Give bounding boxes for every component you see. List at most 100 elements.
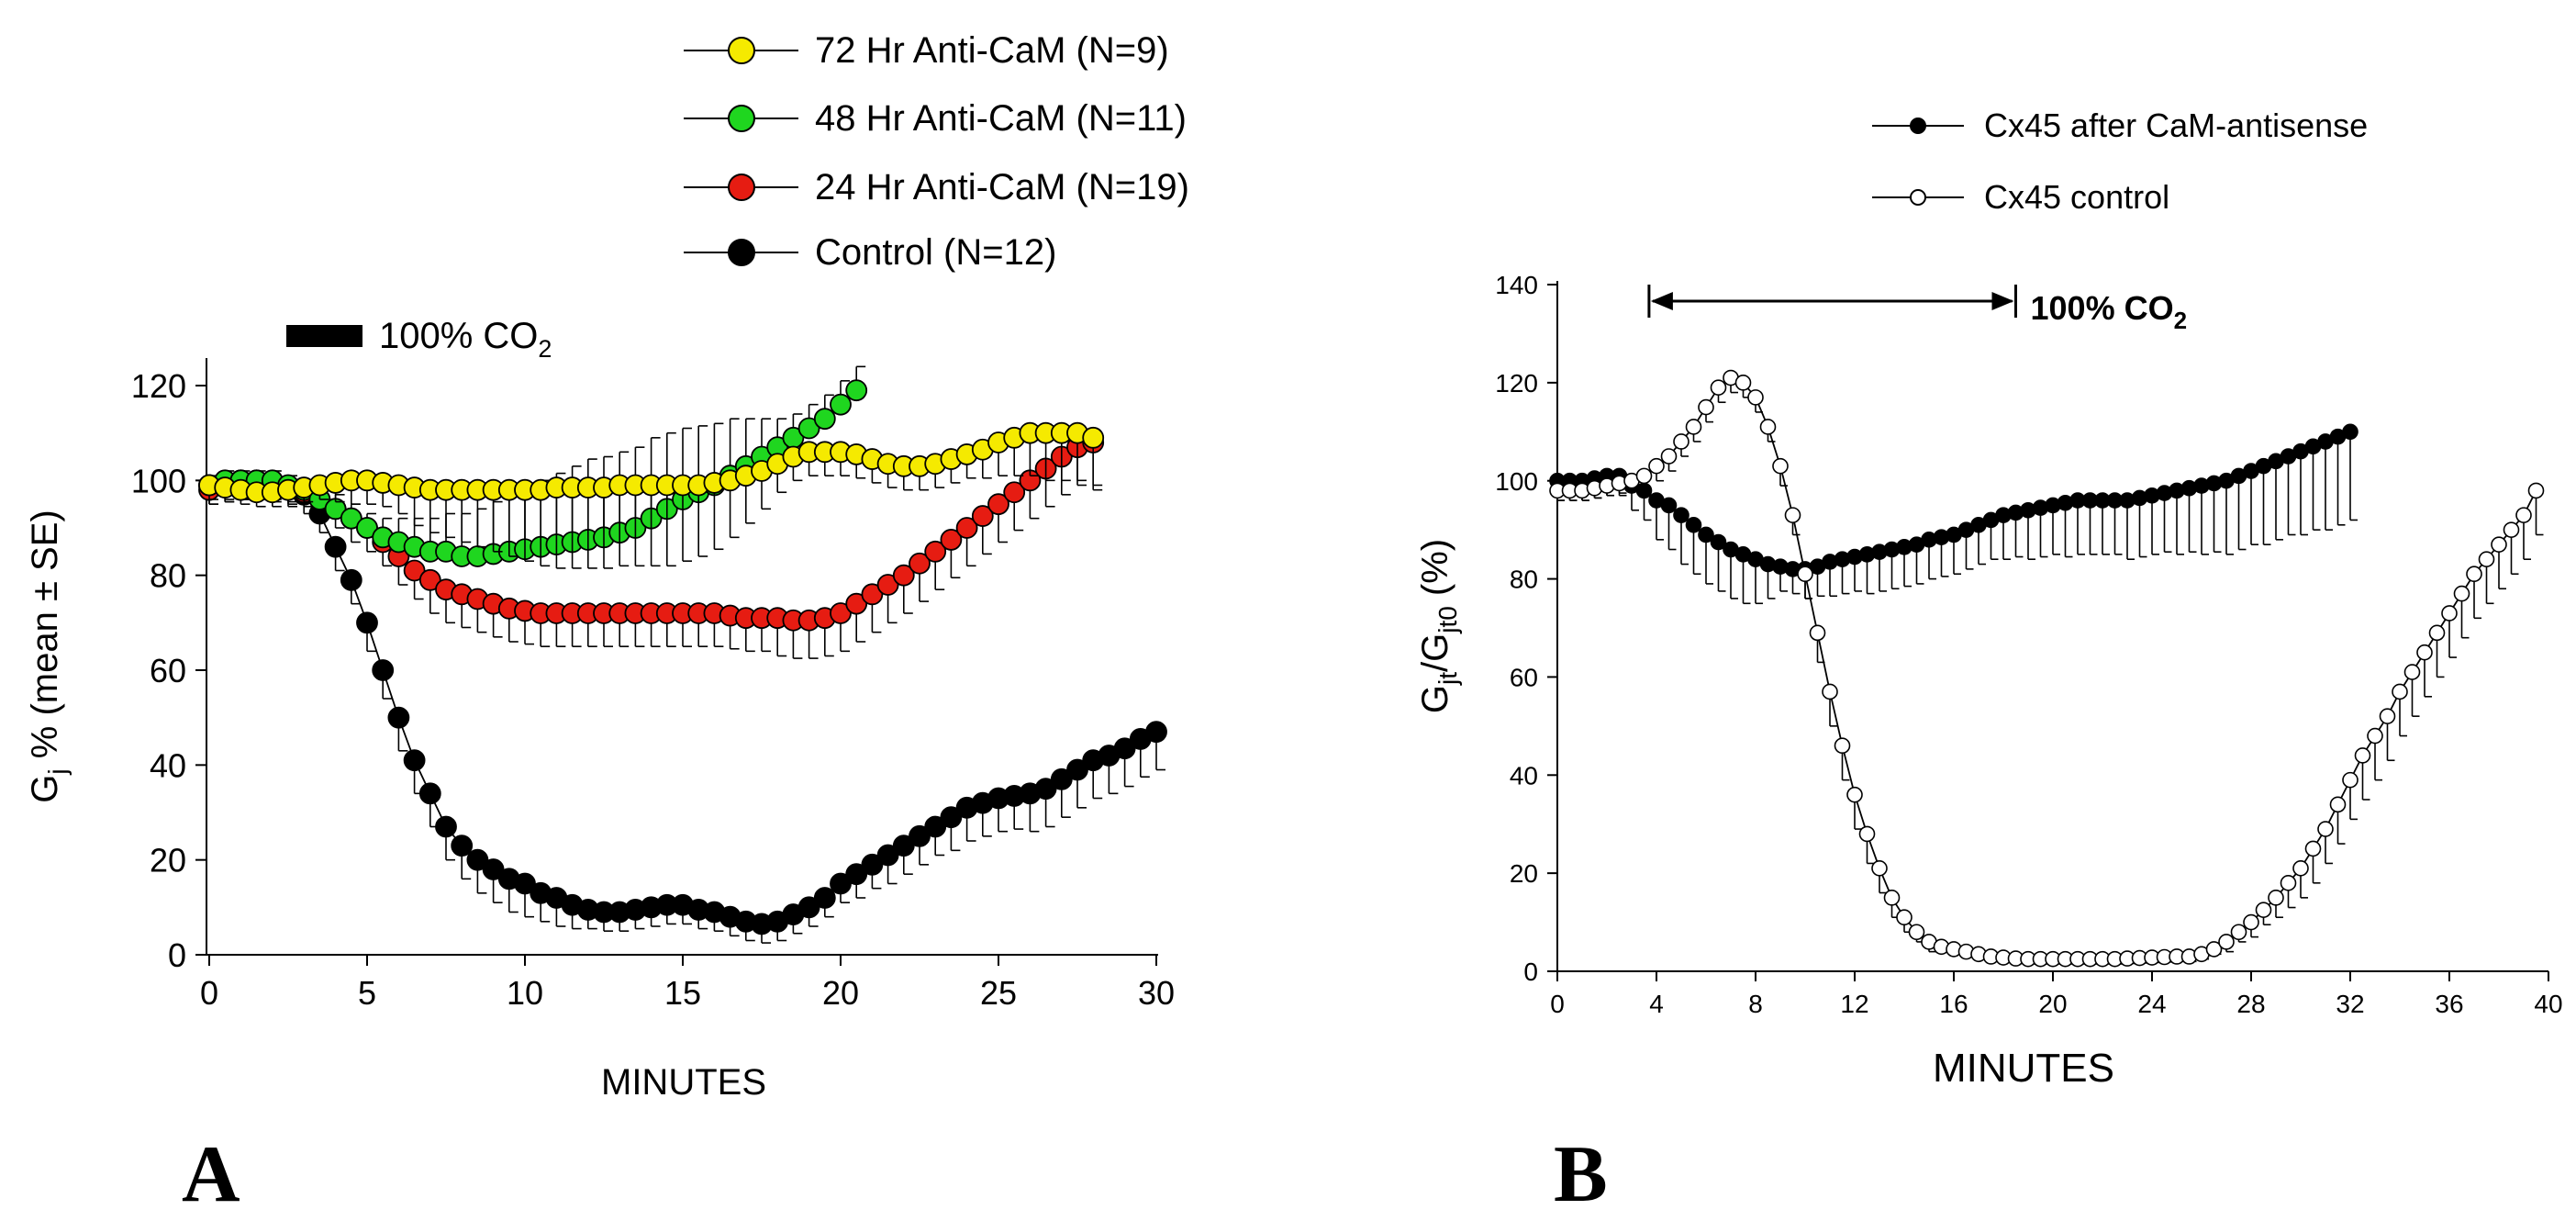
data-point-cx45-control (1858, 825, 1876, 843)
x-tick-label-b: 36 (2435, 990, 2463, 1018)
legend-a-marker-48hr (728, 105, 755, 132)
data-point-48-hr-anti-cam-n-11 (797, 417, 820, 440)
data-point-24-hr-anti-cam-n-19 (955, 517, 978, 539)
data-point-cx45-after-cam-antisense (1698, 526, 1714, 543)
data-point-control-n-12 (435, 815, 457, 838)
data-point-cx45-control (1797, 566, 1813, 583)
data-point-control-n-12 (797, 896, 820, 919)
data-point-cx45-control (2268, 890, 2284, 906)
y-tick-label-a: 100 (131, 462, 186, 499)
panel-label-b: B (1554, 1130, 1608, 1216)
data-point-control-n-12 (372, 659, 395, 681)
data-point-cx45-control (1908, 924, 1925, 941)
data-point-control-n-12 (830, 872, 852, 895)
data-point-48-hr-anti-cam-n-11 (356, 517, 378, 539)
panel-a: 72 Hr Anti-CaM (N=9) 48 Hr Anti-CaM (N=1… (25, 30, 1189, 1219)
y-tick-label-b: 20 (1510, 859, 1538, 888)
data-point-24-hr-anti-cam-n-19 (876, 574, 899, 596)
data-point-control-n-12 (451, 835, 474, 857)
y-tick-label-b: 0 (1523, 958, 1538, 986)
x-tick-label-b: 32 (2336, 990, 2364, 1018)
data-point-24-hr-anti-cam-n-19 (418, 568, 441, 591)
data-point-cx45-control (2218, 934, 2235, 950)
co2-range-b (1647, 285, 2017, 318)
data-point-control-n-12 (514, 872, 536, 895)
data-point-control-n-12 (387, 706, 410, 729)
data-point-control-n-12 (403, 749, 426, 772)
data-point-control-n-12 (482, 858, 505, 880)
data-point-cx45-control (2243, 913, 2259, 931)
co2-annotation-b: 100% CO2 (2031, 289, 2188, 334)
x-axis-label-b: MINUTES (1933, 1046, 2114, 1091)
data-point-cx45-control (2367, 727, 2383, 745)
data-point-cx45-after-cam-antisense (2342, 423, 2359, 441)
data-point-cx45-control (2428, 624, 2446, 642)
data-point-24-hr-anti-cam-n-19 (403, 559, 426, 582)
x-tick-label-a: 25 (980, 974, 1017, 1012)
x-tick-label-a: 30 (1138, 974, 1175, 1012)
legend-a-label-72hr: 72 Hr Anti-CaM (N=9) (815, 30, 1169, 71)
data-point-cx45-control (2205, 941, 2223, 958)
y-tick-label-a: 80 (150, 557, 186, 595)
data-point-control-n-12 (813, 887, 836, 909)
data-point-24-hr-anti-cam-n-19 (909, 552, 931, 575)
co2-bar-a (286, 325, 362, 347)
y-axis-label-a: Gj % (mean ± SE) (25, 510, 72, 802)
legend-a: 72 Hr Anti-CaM (N=9) 48 Hr Anti-CaM (N=1… (684, 30, 1189, 273)
x-axis-label-a: MINUTES (601, 1062, 766, 1103)
y-tick-label-b: 40 (1510, 761, 1538, 790)
y-tick-label-a: 120 (131, 367, 186, 405)
data-point-cx45-after-cam-antisense (1673, 507, 1689, 523)
x-tick-label-a: 5 (358, 974, 376, 1012)
data-point-24-hr-anti-cam-n-19 (830, 602, 852, 624)
data-point-control-n-12 (1050, 767, 1073, 790)
data-point-control-n-12 (924, 815, 947, 838)
x-tick-label-b: 24 (2137, 990, 2166, 1018)
data-point-cx45-control (1648, 457, 1665, 475)
data-point-cx45-control (1871, 859, 1888, 877)
data-point-control-n-12 (1066, 758, 1088, 781)
data-point-cx45-control (1734, 375, 1752, 391)
data-point-control-n-12 (418, 782, 441, 805)
data-point-cx45-control (2453, 585, 2470, 602)
ticks-b: 0 4 8 12 16 20 24 28 32 36 40 0 20 40 60 80 100 120 140 (1495, 271, 2562, 1018)
data-point-cx45-control (1747, 389, 1764, 406)
data-point-cx45-control (1883, 890, 1901, 906)
data-point-24-hr-anti-cam-n-19 (892, 564, 915, 587)
data-point-cx45-control (2342, 771, 2359, 789)
series-72-hr-anti-cam-n-9 (198, 421, 1105, 569)
data-point-cx45-control (1784, 507, 1801, 523)
panel-label-a: A (182, 1130, 240, 1216)
data-point-48-hr-anti-cam-n-11 (813, 408, 836, 431)
data-point-control-n-12 (340, 568, 362, 591)
data-point-cx45-control (2255, 902, 2272, 919)
y-tick-label-b: 100 (1495, 467, 1538, 496)
data-point-control-n-12 (876, 844, 899, 867)
x-tick-label-b: 12 (1840, 990, 1868, 1018)
y-tick-label-a: 40 (150, 746, 186, 784)
data-point-cx45-control (1635, 467, 1653, 485)
data-point-cx45-control (1809, 624, 1826, 642)
ticks-a: 0 5 10 15 20 25 30 0 20 40 60 80 100 120 (131, 367, 1175, 1012)
data-point-cx45-control (2379, 708, 2396, 724)
data-point-cx45-after-cam-antisense (1660, 497, 1678, 514)
x-tick-label-b: 20 (2038, 990, 2067, 1018)
data-point-48-hr-anti-cam-n-11 (830, 393, 852, 416)
data-point-control-n-12 (324, 535, 347, 558)
data-point-cx45-control (2403, 664, 2421, 680)
co2-range-arrowhead-right-b (1991, 292, 2014, 310)
x-tick-label-b: 0 (1550, 990, 1565, 1018)
x-tick-label-a: 10 (507, 974, 543, 1012)
data-point-cx45-control (2466, 566, 2482, 583)
legend-b-label-control: Cx45 control (1984, 178, 2169, 216)
data-point-cx45-control (1846, 786, 1863, 803)
data-point-cx45-control (1685, 419, 1702, 435)
x-tick-label-a: 15 (664, 974, 701, 1012)
x-tick-label-b: 40 (2534, 990, 2562, 1018)
series-cx45-control (1549, 369, 2545, 968)
series-b (1549, 369, 2545, 968)
y-tick-label-b: 140 (1495, 271, 1538, 299)
legend-a-marker-72hr (728, 37, 755, 64)
